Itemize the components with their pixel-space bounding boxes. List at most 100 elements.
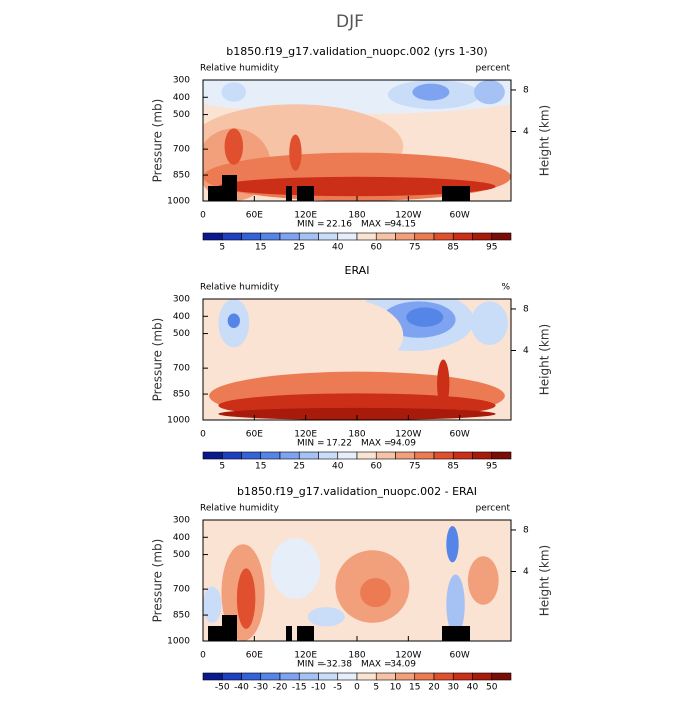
contour-fill (236, 568, 256, 629)
y-tick-label: 1000 (167, 197, 190, 207)
colorbar-box (395, 672, 416, 681)
min-value: 22.16 (326, 220, 352, 230)
colorbar-label: 75 (409, 462, 420, 472)
contour-fill (289, 134, 302, 171)
y2-tick-label: 4 (523, 567, 529, 577)
y-axis-title: Pressure (mb) (151, 539, 165, 623)
y2-tick-label: 4 (523, 127, 529, 137)
colorbar-box (395, 451, 416, 460)
contour-fill (446, 574, 465, 635)
contour-fill (412, 83, 450, 101)
y-tick-label: 500 (173, 329, 190, 339)
panel-title: b1850.f19_g17.validation_nuopc.002 (yrs … (226, 45, 487, 58)
min-value: -32.38 (323, 660, 352, 670)
colorbar-label: -10 (311, 683, 326, 693)
field (203, 520, 511, 641)
left-label: Relative humidity (200, 283, 280, 293)
colorbar-box (221, 232, 242, 241)
min-label: MIN = (297, 220, 325, 230)
x-tick-label: 180 (348, 211, 365, 221)
contour-fill (437, 359, 450, 408)
colorbar-box (356, 232, 377, 241)
colorbar-box (260, 451, 281, 460)
colorbar-label: 0 (354, 683, 360, 693)
colorbar-label: 95 (486, 243, 497, 253)
left-label: Relative humidity (200, 504, 280, 514)
max-label: MAX = (361, 439, 392, 449)
colorbar-box (260, 232, 281, 241)
colorbar-box (414, 232, 435, 241)
contour-fill (474, 80, 505, 105)
colorbar-box (318, 451, 339, 460)
colorbar-box (472, 672, 493, 681)
colorbar-label: 5 (373, 683, 379, 693)
y-tick-label: 700 (173, 145, 190, 155)
colorbar-label: 40 (467, 683, 479, 693)
colorbar-box (298, 232, 319, 241)
x-tick-label: 120W (395, 651, 421, 661)
y-tick-label: 700 (173, 364, 190, 374)
land-mask (442, 626, 470, 641)
colorbar-box (472, 451, 493, 460)
land-mask (297, 626, 314, 641)
contour-fill (270, 538, 321, 599)
colorbar-box (279, 232, 300, 241)
colorbar-box (472, 232, 493, 241)
min-label: MIN = (297, 660, 325, 670)
x-tick-label: 0 (200, 651, 206, 661)
x-tick-label: 120E (294, 651, 317, 661)
contour-fill (446, 526, 459, 563)
y-axis-title: Pressure (mb) (151, 99, 165, 183)
y-tick-label: 850 (173, 390, 190, 400)
colorbar-label: 10 (390, 683, 402, 693)
colorbar-box (433, 672, 454, 681)
colorbar-box (337, 232, 358, 241)
colorbar-box (375, 672, 396, 681)
contour-fill (307, 607, 345, 627)
contour-fill (467, 556, 499, 605)
y-tick-label: 850 (173, 171, 190, 181)
colorbar-box (337, 672, 358, 681)
panel-title: b1850.f19_g17.validation_nuopc.002 - ERA… (237, 485, 477, 498)
colorbar-box (375, 232, 396, 241)
colorbar-box (202, 672, 223, 681)
y2-tick-label: 8 (523, 85, 529, 95)
colorbar-label: 40 (332, 243, 344, 253)
colorbar-label: -40 (234, 683, 249, 693)
y-tick-label: 850 (173, 611, 190, 621)
contour-field (203, 80, 511, 201)
colorbar-label: 25 (294, 243, 305, 253)
y-tick-label: 700 (173, 585, 190, 595)
land-mask (286, 186, 292, 201)
colorbar-label: 95 (486, 462, 497, 472)
x-tick-label: 60E (246, 430, 263, 440)
contour-fill (470, 301, 508, 345)
contour-fill (221, 82, 247, 102)
land-mask (208, 186, 222, 201)
x-tick-label: 60E (246, 651, 263, 661)
x-tick-label: 120E (294, 211, 317, 221)
colorbar-label: 15 (409, 683, 420, 693)
y2-axis-title: Height (km) (538, 324, 552, 395)
max-label: MAX = (361, 220, 392, 230)
figure-title: DJF (336, 12, 364, 32)
colorbar-box (241, 451, 262, 460)
contour-fill (227, 313, 240, 329)
colorbar-box (433, 232, 454, 241)
x-tick-label: 0 (200, 211, 206, 221)
colorbar-label: 25 (294, 462, 305, 472)
colorbar-label: 60 (371, 462, 383, 472)
x-tick-label: 0 (200, 430, 206, 440)
x-tick-label: 60W (449, 651, 469, 661)
y-tick-label: 300 (173, 76, 190, 86)
colorbar-box (260, 672, 281, 681)
colorbar-label: 5 (219, 462, 225, 472)
land-mask (208, 626, 222, 641)
y2-axis-title: Height (km) (538, 105, 552, 176)
y-tick-label: 1000 (167, 637, 190, 647)
right-label: percent (476, 504, 511, 514)
colorbar-box (356, 451, 377, 460)
colorbar-box (202, 451, 223, 460)
colorbar-box (356, 672, 377, 681)
